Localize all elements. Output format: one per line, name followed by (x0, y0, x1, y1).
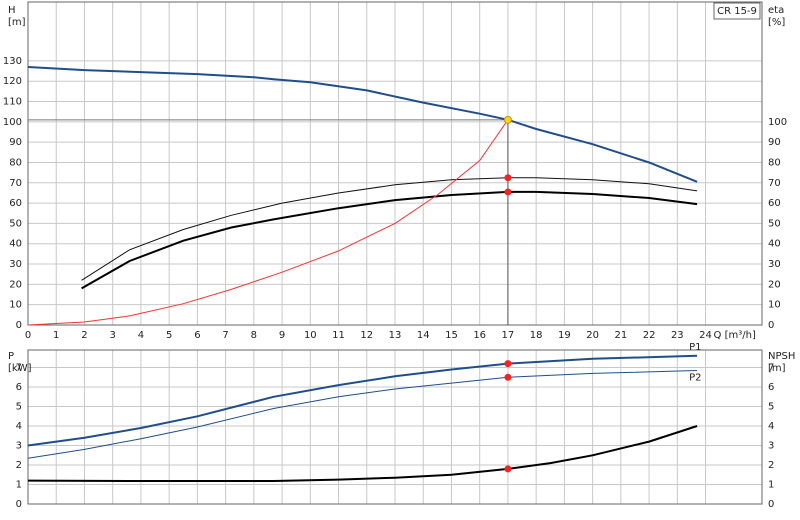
y-tick-label: 70 (9, 178, 22, 189)
y2-tick-label: 1 (768, 480, 774, 491)
x-tick-label: 6 (194, 330, 200, 341)
series-label: P1 (689, 342, 701, 353)
y-tick-label: 3 (16, 441, 22, 452)
x-tick-label: 22 (643, 330, 656, 341)
x-tick-label: 9 (279, 330, 285, 341)
y-axis-label: [m] (8, 17, 26, 28)
x-tick-label: 0 (25, 330, 31, 341)
y2-tick-label: 0 (768, 499, 774, 510)
y-tick-label: 130 (3, 56, 22, 67)
x-tick-label: 14 (417, 330, 430, 341)
x-tick-label: 7 (222, 330, 228, 341)
y-axis-label: H (8, 5, 16, 16)
plot-frame (27, 349, 763, 505)
y2-tick-label: 3 (768, 441, 774, 452)
y-tick-label: 20 (9, 279, 22, 290)
operating-point (504, 360, 512, 368)
y2-tick-label: 2 (768, 460, 774, 471)
curve (27, 425, 698, 482)
x-tick-label: 12 (360, 330, 373, 341)
y-tick-label: 100 (3, 117, 22, 128)
y2-tick-label: 5 (768, 402, 774, 413)
x-tick-label: 18 (530, 330, 543, 341)
x-tick-label: 10 (304, 330, 317, 341)
y2-tick-label: 4 (768, 421, 774, 432)
x-tick-label: 8 (251, 330, 257, 341)
legend-box (713, 2, 761, 20)
x-axis-label: Q [m³/h] (714, 330, 756, 341)
x-tick-label: 15 (445, 330, 458, 341)
y-tick-label: 4 (16, 421, 22, 432)
operating-point (504, 188, 512, 196)
y2-tick-label: 70 (768, 178, 781, 189)
y2-axis-label: [m] (768, 363, 786, 374)
y2-tick-label: 20 (768, 279, 781, 290)
y2-tick-label: 40 (768, 239, 781, 250)
y2-tick-label: 7 (768, 363, 774, 374)
y-tick-label: 5 (16, 402, 22, 413)
x-tick-label: 2 (81, 330, 87, 341)
x-tick-label: 24 (699, 330, 712, 341)
chart-title: CR 15-9 (717, 6, 757, 17)
y-tick-label: 80 (9, 157, 22, 168)
y-tick-label: 10 (9, 300, 22, 311)
y-tick-label: 2 (16, 460, 22, 471)
y-tick-label: 30 (9, 259, 22, 270)
y2-tick-label: 30 (768, 259, 781, 270)
y2-axis-label: NPSH (768, 351, 795, 362)
operating-point (504, 465, 512, 473)
x-tick-label: 11 (332, 330, 345, 341)
x-tick-label: 23 (671, 330, 684, 341)
x-tick-label: 20 (586, 330, 599, 341)
y2-tick-label: 6 (768, 382, 774, 393)
y-axis-label: P (8, 351, 14, 362)
x-tick-label: 3 (110, 330, 116, 341)
plot-frame (27, 1, 763, 326)
curve (27, 354, 698, 447)
y2-tick-label: 90 (768, 137, 781, 148)
x-tick-label: 19 (558, 330, 571, 341)
x-tick-label: 21 (614, 330, 627, 341)
y2-axis-label: eta (768, 5, 784, 16)
x-tick-label: 5 (166, 330, 172, 341)
y-tick-label: 50 (9, 218, 22, 229)
x-tick-label: 4 (138, 330, 144, 341)
y-tick-label: 1 (16, 480, 22, 491)
y-tick-label: 60 (9, 198, 22, 209)
y-tick-label: 110 (3, 97, 22, 108)
y-tick-label: 90 (9, 137, 22, 148)
operating-point (503, 115, 512, 124)
y2-tick-label: 60 (768, 198, 781, 209)
y-axis-label: [kW] (8, 363, 32, 374)
y2-tick-label: 0 (768, 320, 774, 331)
y2-tick-label: 10 (768, 300, 781, 311)
curve (27, 370, 698, 459)
y2-tick-label: 100 (768, 117, 787, 128)
y2-tick-label: 50 (768, 218, 781, 229)
y-tick-label: 120 (3, 76, 22, 87)
y-tick-label: 0 (16, 499, 22, 510)
series-label: P2 (689, 372, 701, 383)
y-tick-label: 40 (9, 239, 22, 250)
curve (27, 66, 698, 183)
x-tick-label: 1 (53, 330, 59, 341)
y-tick-label: 7 (16, 363, 22, 374)
x-tick-label: 16 (473, 330, 486, 341)
curve (81, 177, 698, 281)
y2-tick-label: 80 (768, 157, 781, 168)
y2-axis-label: [%] (768, 17, 785, 28)
operating-point (504, 174, 512, 182)
y-tick-label: 0 (16, 320, 22, 331)
curve (27, 119, 509, 326)
curve (81, 190, 698, 290)
y-tick-label: 6 (16, 382, 22, 393)
operating-point (504, 373, 512, 381)
x-tick-label: 13 (389, 330, 402, 341)
x-tick-label: 17 (502, 330, 515, 341)
